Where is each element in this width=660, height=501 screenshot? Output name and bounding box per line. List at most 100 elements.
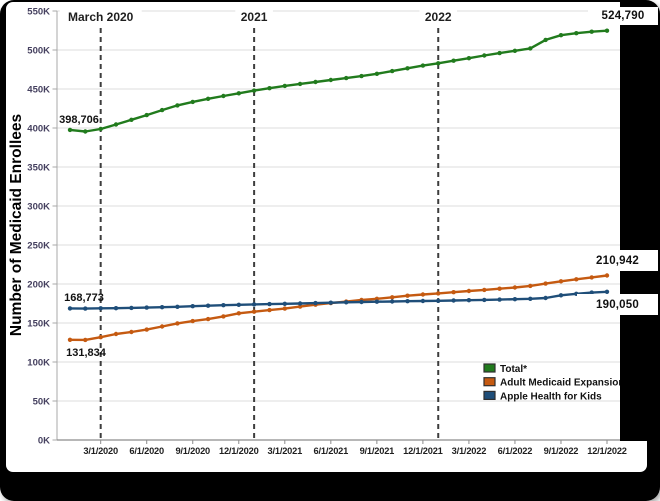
x-tick-label: 12/1/2022 <box>587 446 627 456</box>
annotation-expansion-end: 210,942 <box>577 250 658 271</box>
annotation-expansion-start: 131,834 <box>66 347 107 359</box>
data-point-total- <box>374 71 380 77</box>
data-point-total- <box>344 75 349 81</box>
series-line-apple-health-for-kids <box>69 290 608 310</box>
data-point-total- <box>436 61 441 66</box>
x-tick-label: 3/1/2021 <box>268 446 303 456</box>
legend-swatch <box>483 363 496 373</box>
data-point-apple-health-for-kids <box>405 299 410 304</box>
data-point-total- <box>420 63 426 68</box>
data-point-apple-health-for-kids <box>390 299 395 304</box>
x-tick-label: 6/1/2020 <box>129 446 164 456</box>
event-label: March 2020 <box>68 10 134 24</box>
data-point-adult-medicaid-expansion <box>221 314 226 319</box>
data-point-apple-health-for-kids <box>497 297 502 302</box>
event-label: 2021 <box>241 10 268 24</box>
data-point-total- <box>205 96 211 102</box>
data-point-total- <box>313 79 318 85</box>
data-point-adult-medicaid-expansion <box>390 295 395 300</box>
y-axis-title: Number of Medicaid Enrollees <box>8 114 25 336</box>
data-point-total- <box>359 73 364 79</box>
data-point-adult-medicaid-expansion <box>558 279 564 284</box>
data-point-adult-medicaid-expansion <box>175 321 180 326</box>
data-point-apple-health-for-kids <box>589 290 594 295</box>
data-point-total- <box>83 129 88 134</box>
data-point-adult-medicaid-expansion <box>497 286 502 291</box>
data-point-total- <box>236 91 241 96</box>
data-point-apple-health-for-kids <box>528 296 533 301</box>
data-point-adult-medicaid-expansion <box>405 293 410 298</box>
data-point-total- <box>144 112 149 118</box>
data-point-adult-medicaid-expansion <box>67 337 73 342</box>
x-tick-label: 9/1/2022 <box>544 446 579 456</box>
data-point-adult-medicaid-expansion <box>528 283 533 289</box>
x-tick-label: 3/1/2022 <box>452 446 487 456</box>
data-point-total- <box>589 29 594 34</box>
x-tick-label: 3/1/2020 <box>83 446 118 456</box>
y-tick-label: 150K <box>27 318 50 329</box>
event-label-bg <box>419 10 458 23</box>
data-point-adult-medicaid-expansion <box>589 275 594 280</box>
data-point-apple-health-for-kids <box>175 304 180 309</box>
data-point-apple-health-for-kids <box>313 300 318 306</box>
data-point-apple-health-for-kids <box>451 298 456 303</box>
data-point-adult-medicaid-expansion <box>451 290 456 295</box>
data-point-apple-health-for-kids <box>129 305 134 311</box>
data-point-apple-health-for-kids <box>190 304 195 309</box>
data-point-total- <box>543 37 548 43</box>
legend-swatch <box>483 377 496 387</box>
data-point-apple-health-for-kids <box>159 305 165 310</box>
data-point-total- <box>512 48 518 53</box>
data-point-total- <box>67 127 73 133</box>
y-tick-label: 100K <box>27 357 50 368</box>
data-point-apple-health-for-kids <box>67 306 73 311</box>
data-point-adult-medicaid-expansion <box>113 331 119 337</box>
data-point-total- <box>98 126 103 132</box>
annotation-kids-start: 168,773 <box>64 292 104 304</box>
data-point-apple-health-for-kids <box>236 302 241 307</box>
data-point-apple-health-for-kids <box>420 298 426 304</box>
annotation-total-end: 524,790 <box>588 7 658 25</box>
data-point-total- <box>451 58 456 63</box>
y-tick-label: 300K <box>27 201 50 212</box>
data-point-apple-health-for-kids <box>374 299 380 304</box>
data-point-apple-health-for-kids <box>512 297 518 302</box>
data-point-total- <box>604 28 610 33</box>
data-point-total- <box>251 88 257 93</box>
data-point-adult-medicaid-expansion <box>466 288 472 294</box>
data-point-total- <box>221 93 226 99</box>
y-tick-label: 400K <box>27 123 50 134</box>
right-crop-mask <box>620 2 647 441</box>
data-point-adult-medicaid-expansion <box>98 335 103 340</box>
legend-label: Adult Medicaid Expansion <box>500 378 624 389</box>
data-point-adult-medicaid-expansion <box>297 304 303 309</box>
data-point-total- <box>390 68 395 74</box>
data-point-total- <box>267 86 272 91</box>
data-point-total- <box>466 56 472 61</box>
data-point-total- <box>328 77 333 83</box>
x-tick-label: 9/1/2020 <box>175 446 210 456</box>
data-point-total- <box>574 31 579 36</box>
data-point-total- <box>113 122 119 127</box>
data-point-adult-medicaid-expansion <box>482 287 487 293</box>
data-point-total- <box>558 33 564 38</box>
data-point-adult-medicaid-expansion <box>282 306 287 311</box>
data-point-adult-medicaid-expansion <box>159 324 165 329</box>
y-tick-label: 0K <box>38 435 50 446</box>
data-point-adult-medicaid-expansion <box>574 277 579 282</box>
data-point-adult-medicaid-expansion <box>267 307 272 313</box>
chart-panel: 0K 50K 100K 150K 200K 250K 300K 350K 400K 450K 500… <box>6 2 647 472</box>
event-label-bg <box>59 10 142 23</box>
data-point-apple-health-for-kids <box>144 305 149 310</box>
data-point-adult-medicaid-expansion <box>604 273 610 278</box>
data-point-adult-medicaid-expansion <box>129 329 134 335</box>
legend-label: Apple Health for Kids <box>500 391 602 402</box>
data-point-apple-health-for-kids <box>344 300 349 305</box>
data-point-apple-health-for-kids <box>221 303 226 308</box>
data-point-apple-health-for-kids <box>604 289 610 294</box>
annotation-total-start: 398,706 <box>59 114 99 126</box>
data-point-total- <box>297 81 303 87</box>
y-tick-label: 450K <box>27 84 50 95</box>
data-point-apple-health-for-kids <box>267 301 272 307</box>
